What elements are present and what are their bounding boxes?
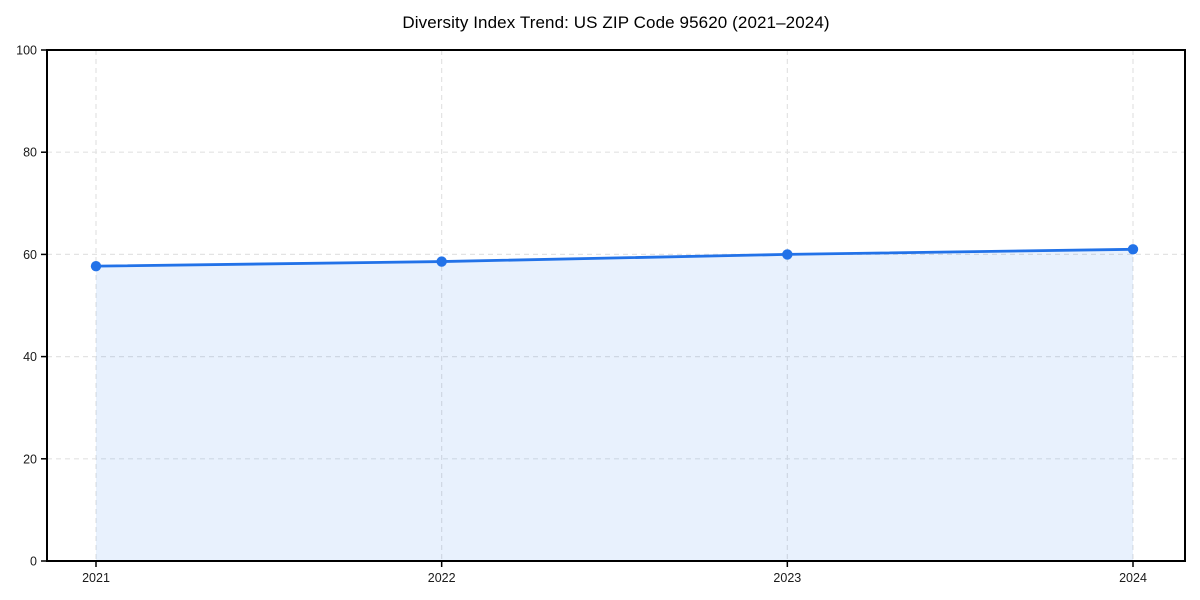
plot-frame	[46, 49, 1186, 562]
x-axis-tick-label: 2023	[773, 571, 801, 585]
data-point-marker	[782, 249, 793, 260]
x-axis-tick-label: 2021	[82, 571, 110, 585]
y-axis-tick-label: 40	[23, 350, 37, 364]
x-axis-tick-label: 2024	[1119, 571, 1147, 585]
trend-line	[94, 247, 1135, 268]
y-axis-tick-label: 0	[30, 555, 37, 569]
y-axis-tick-label: 60	[23, 248, 37, 262]
y-axis-tick-label: 20	[23, 452, 37, 466]
y-axis-tick-label: 80	[23, 146, 37, 160]
area-fill	[96, 249, 1133, 562]
chart-title: Diversity Index Trend: US ZIP Code 95620…	[402, 13, 830, 32]
data-point-marker	[436, 256, 447, 267]
data-point-marker	[1127, 244, 1139, 255]
x-axis-tick-label: 2022	[428, 571, 456, 585]
data-point-marker	[90, 260, 102, 272]
y-axis-tick-label: 100	[16, 44, 37, 58]
